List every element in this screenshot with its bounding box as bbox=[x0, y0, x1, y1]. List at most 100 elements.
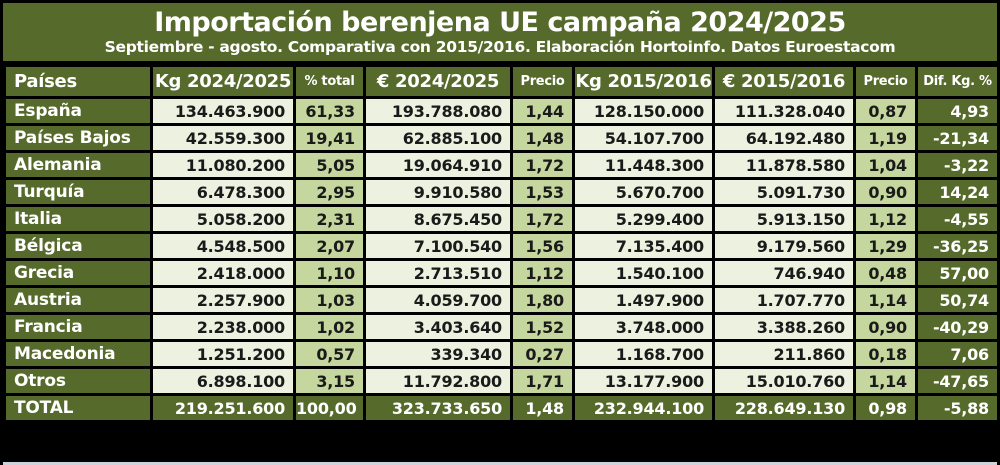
dif-kg-cell: 57,00 bbox=[915, 258, 1000, 288]
country-cell: Grecia bbox=[3, 258, 153, 288]
dif-kg-cell: 4,93 bbox=[915, 96, 1000, 126]
dif-kg-cell: -36,25 bbox=[915, 231, 1000, 261]
total-eur-2015-cell: 228.649.130 bbox=[712, 393, 856, 423]
table-row: Italia 5.058.200 2,31 8.675.450 1,72 5.299.40… bbox=[3, 204, 1000, 234]
country-cell: Países Bajos bbox=[3, 123, 153, 153]
precio-2015-cell: 0,90 bbox=[853, 312, 918, 342]
precio-2015-cell: 1,04 bbox=[853, 150, 918, 180]
eur-2015-cell: 3.388.260 bbox=[712, 312, 856, 342]
table-row: Austria 2.257.900 1,03 4.059.700 1,80 1.497.9… bbox=[3, 285, 1000, 315]
eur-2024-cell: 62.885.100 bbox=[363, 123, 513, 153]
eur-2015-cell: 5.913.150 bbox=[712, 204, 856, 234]
total-precio-2015-cell: 0,98 bbox=[853, 393, 918, 423]
bottom-edge-strip bbox=[3, 462, 997, 465]
country-cell: Alemania bbox=[3, 150, 153, 180]
kg-2024-cell: 134.463.900 bbox=[150, 96, 296, 126]
kg-2015-cell: 1.497.900 bbox=[572, 285, 715, 315]
eur-2015-cell: 746.940 bbox=[712, 258, 856, 288]
country-cell: España bbox=[3, 96, 153, 126]
dif-kg-cell: 14,24 bbox=[915, 177, 1000, 207]
eur-2024-cell: 3.403.640 bbox=[363, 312, 513, 342]
table-row: Alemania 11.080.200 5,05 19.064.910 1,72 11.4… bbox=[3, 150, 1000, 180]
kg-2015-cell: 1.540.100 bbox=[572, 258, 715, 288]
precio-2024-cell: 1,48 bbox=[510, 123, 575, 153]
pct-total-cell: 1,02 bbox=[293, 312, 366, 342]
header-precio-2024: Precio bbox=[510, 64, 575, 99]
kg-2024-cell: 2.238.000 bbox=[150, 312, 296, 342]
country-cell: Macedonia bbox=[3, 339, 153, 369]
pct-total-cell: 3,15 bbox=[293, 366, 366, 396]
eur-2024-cell: 339.340 bbox=[363, 339, 513, 369]
eur-2024-cell: 4.059.700 bbox=[363, 285, 513, 315]
page-title: Importación berenjena UE campaña 2024/20… bbox=[154, 6, 846, 38]
kg-2015-cell: 54.107.700 bbox=[572, 123, 715, 153]
precio-2015-cell: 0,90 bbox=[853, 177, 918, 207]
country-cell: Austria bbox=[3, 285, 153, 315]
dif-kg-cell: 50,74 bbox=[915, 285, 1000, 315]
pct-total-cell: 19,41 bbox=[293, 123, 366, 153]
kg-2015-cell: 11.448.300 bbox=[572, 150, 715, 180]
total-label-cell: TOTAL bbox=[3, 393, 153, 423]
header-pct-total: % total bbox=[293, 64, 366, 99]
precio-2024-cell: 1,12 bbox=[510, 258, 575, 288]
precio-2024-cell: 1,52 bbox=[510, 312, 575, 342]
precio-2024-cell: 1,71 bbox=[510, 366, 575, 396]
precio-2024-cell: 1,53 bbox=[510, 177, 575, 207]
country-cell: Bélgica bbox=[3, 231, 153, 261]
kg-2015-cell: 3.748.000 bbox=[572, 312, 715, 342]
kg-2015-cell: 1.168.700 bbox=[572, 339, 715, 369]
pct-total-cell: 61,33 bbox=[293, 96, 366, 126]
dif-kg-cell: -40,29 bbox=[915, 312, 1000, 342]
precio-2024-cell: 1,44 bbox=[510, 96, 575, 126]
kg-2024-cell: 6.898.100 bbox=[150, 366, 296, 396]
precio-2015-cell: 1,29 bbox=[853, 231, 918, 261]
total-kg-2024-cell: 219.251.600 bbox=[150, 393, 296, 423]
eur-2024-cell: 2.713.510 bbox=[363, 258, 513, 288]
table-row: Turquía 6.478.300 2,95 9.910.580 1,53 5.670.7… bbox=[3, 177, 1000, 207]
title-band: Importación berenjena UE campaña 2024/20… bbox=[3, 3, 997, 61]
dif-kg-cell: -21,34 bbox=[915, 123, 1000, 153]
eur-2024-cell: 19.064.910 bbox=[363, 150, 513, 180]
country-cell: Otros bbox=[3, 366, 153, 396]
pct-total-cell: 5,05 bbox=[293, 150, 366, 180]
eur-2024-cell: 9.910.580 bbox=[363, 177, 513, 207]
eur-2015-cell: 9.179.560 bbox=[712, 231, 856, 261]
header-precio-2015: Precio bbox=[853, 64, 918, 99]
table-row: Grecia 2.418.000 1,10 2.713.510 1,12 1.540.10… bbox=[3, 258, 1000, 288]
dif-kg-cell: -3,22 bbox=[915, 150, 1000, 180]
import-data-table: Países Kg 2024/2025 % total € 2024/2025 … bbox=[3, 64, 1000, 423]
pct-total-cell: 2,07 bbox=[293, 231, 366, 261]
country-cell: Turquía bbox=[3, 177, 153, 207]
precio-2024-cell: 1,56 bbox=[510, 231, 575, 261]
kg-2015-cell: 5.299.400 bbox=[572, 204, 715, 234]
eur-2015-cell: 15.010.760 bbox=[712, 366, 856, 396]
eur-2015-cell: 64.192.480 bbox=[712, 123, 856, 153]
eur-2024-cell: 11.792.800 bbox=[363, 366, 513, 396]
eur-2024-cell: 193.788.080 bbox=[363, 96, 513, 126]
precio-2015-cell: 1,12 bbox=[853, 204, 918, 234]
precio-2024-cell: 1,72 bbox=[510, 150, 575, 180]
table-row: Bélgica 4.548.500 2,07 7.100.540 1,56 7.135.4… bbox=[3, 231, 1000, 261]
kg-2024-cell: 42.559.300 bbox=[150, 123, 296, 153]
kg-2015-cell: 5.670.700 bbox=[572, 177, 715, 207]
total-pct-total-cell: 100,00 bbox=[293, 393, 366, 423]
dif-kg-cell: 7,06 bbox=[915, 339, 1000, 369]
kg-2015-cell: 7.135.400 bbox=[572, 231, 715, 261]
header-row: Países Kg 2024/2025 % total € 2024/2025 … bbox=[3, 64, 1000, 99]
kg-2024-cell: 2.257.900 bbox=[150, 285, 296, 315]
page-subtitle: Septiembre - agosto. Comparativa con 201… bbox=[104, 38, 896, 57]
total-eur-2024-cell: 323.733.650 bbox=[363, 393, 513, 423]
eur-2024-cell: 7.100.540 bbox=[363, 231, 513, 261]
pct-total-cell: 2,31 bbox=[293, 204, 366, 234]
eur-2015-cell: 111.328.040 bbox=[712, 96, 856, 126]
kg-2024-cell: 6.478.300 bbox=[150, 177, 296, 207]
eur-2015-cell: 211.860 bbox=[712, 339, 856, 369]
total-dif-kg-cell: -5,88 bbox=[915, 393, 1000, 423]
kg-2024-cell: 4.548.500 bbox=[150, 231, 296, 261]
header-eur-2024: € 2024/2025 bbox=[363, 64, 513, 99]
dif-kg-cell: -47,65 bbox=[915, 366, 1000, 396]
pct-total-cell: 0,57 bbox=[293, 339, 366, 369]
eur-2015-cell: 5.091.730 bbox=[712, 177, 856, 207]
kg-2015-cell: 128.150.000 bbox=[572, 96, 715, 126]
kg-2024-cell: 5.058.200 bbox=[150, 204, 296, 234]
